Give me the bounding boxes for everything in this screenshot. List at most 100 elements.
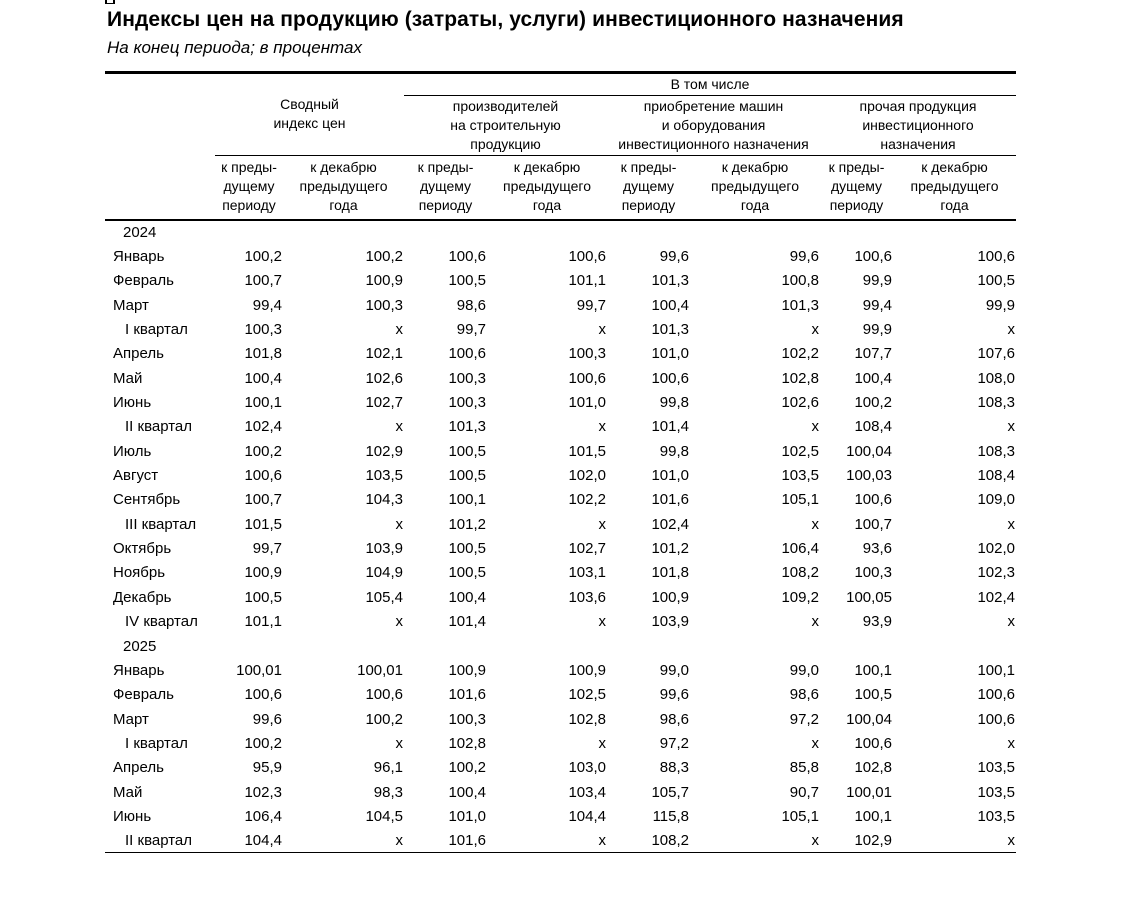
cell-value: 101,0 (651, 345, 689, 363)
cell-value: 102,6 (365, 369, 403, 387)
cell-value: 102,6 (781, 394, 819, 412)
top-rule (105, 71, 1016, 74)
cell-value: 102,0 (977, 540, 1016, 558)
month-row: Апрель 101,8 102,1 100,6 100,3 101,0 102,2 107,… (105, 342, 1016, 366)
cell-value: х (811, 418, 820, 436)
cell-value: 101,3 (651, 272, 689, 290)
cell-value (215, 220, 283, 244)
cell-value: 102,2 (781, 345, 819, 363)
quarter-row: IV квартал 101,1 х 101,4 х 103,9 х 93,9 х (105, 610, 1016, 634)
cell-value: х (811, 515, 820, 533)
cell-value: 102,0 (568, 467, 606, 485)
cell-value: 101,2 (651, 540, 689, 558)
cell-value: 100,01 (846, 783, 892, 801)
cell-value: 101,4 (651, 418, 689, 436)
cell-value: 103,5 (781, 467, 819, 485)
cell-value: 100,6 (854, 248, 892, 266)
year-row: 2024 (105, 220, 1016, 244)
quarter-row: II квартал 102,4 х 101,3 х 101,4 х 108,4 х (105, 415, 1016, 439)
row-label: Март (113, 710, 149, 728)
cell-value: 93,6 (862, 540, 892, 558)
cell-value (487, 634, 607, 658)
cell-value: 105,1 (781, 491, 819, 509)
cell-value: 101,0 (568, 394, 606, 412)
cell-value: 109,0 (977, 491, 1016, 509)
cell-value (820, 220, 893, 244)
month-row: Январь 100,01 100,01 100,9 100,9 99,0 99,0 100,… (105, 658, 1016, 682)
cell-value: 115,8 (652, 807, 689, 825)
row-label: Август (113, 467, 159, 485)
month-row: Март 99,6 100,2 100,3 102,8 98,6 97,2 100,04 100… (105, 707, 1016, 731)
cell-value: 100,3 (365, 296, 403, 314)
cell-value: 100,5 (854, 686, 892, 704)
cell-value: х (811, 613, 820, 631)
cell-value: 99,9 (862, 272, 892, 290)
quarter-row: III квартал 101,5 х 101,2 х 102,4 х 100,7 х (105, 512, 1016, 536)
cell-value: 103,1 (568, 564, 606, 582)
row-label: Январь (113, 248, 165, 266)
row-label: 2024 (123, 224, 157, 242)
cell-value: 100,8 (781, 272, 819, 290)
cell-value: 100,2 (365, 248, 403, 266)
cell-value: 100,3 (244, 321, 282, 339)
row-label: II квартал (125, 418, 193, 436)
cell-value: 102,7 (365, 394, 403, 412)
cell-value: 100,6 (365, 686, 403, 704)
cell-value: 102,1 (365, 345, 403, 363)
cell-value: х (1007, 613, 1016, 631)
cell-value: 107,7 (854, 345, 892, 363)
cell-value: 105,4 (365, 588, 403, 606)
cell-value: 102,9 (365, 442, 403, 460)
cell-value: 102,8 (568, 710, 606, 728)
cell-value: 98,3 (373, 783, 403, 801)
table-header: Сводный индекс цен В том числе производи… (105, 73, 1017, 221)
month-row: Октябрь 99,7 103,9 100,5 102,7 101,2 106,4 93,6… (105, 536, 1016, 560)
cell-value: 100,6 (244, 686, 282, 704)
cell-value: 100,4 (244, 369, 282, 387)
header-row-groups: производителей на строительную продукцию… (105, 95, 1017, 156)
cell-value: 100,1 (854, 807, 892, 825)
cropped-text-artifact (105, 0, 115, 4)
col-group-summary-index: Сводный индекс цен (215, 73, 404, 156)
cell-value: 107,6 (977, 345, 1016, 363)
col-group-other-products: прочая продукция инвестиционного назначе… (820, 95, 1017, 156)
cell-value: 102,3 (244, 783, 282, 801)
month-row: Февраль 100,6 100,6 101,6 102,5 99,6 98,6 100,5… (105, 683, 1016, 707)
cell-value: 100,1 (854, 661, 892, 679)
month-row: Август 100,6 103,5 100,5 102,0 101,0 103,5 100,… (105, 463, 1016, 487)
cell-value: 100,01 (357, 661, 403, 679)
cell-value: 100,05 (846, 588, 892, 606)
cell-value: х (598, 613, 607, 631)
cell-value: 100,6 (977, 710, 1016, 728)
page-title: Индексы цен на продукцию (затраты, услуг… (107, 8, 904, 31)
cell-value: х (598, 832, 607, 850)
cell-value: 108,0 (977, 369, 1016, 387)
cell-value: 101,6 (651, 491, 689, 509)
cell-value: 106,4 (781, 540, 819, 558)
row-label: Декабрь (113, 588, 172, 606)
cell-value: 100,5 (448, 442, 486, 460)
cell-value: 100,6 (448, 248, 486, 266)
row-label: Апрель (113, 345, 164, 363)
cell-value (215, 634, 283, 658)
cell-value: 100,6 (854, 491, 892, 509)
month-row: Май 100,4 102,6 100,3 100,6 100,6 102,8 100,4 10… (105, 366, 1016, 390)
quarter-row: I квартал 100,3 х 99,7 х 101,3 х 99,9 х (105, 317, 1016, 341)
cell-value: 100,4 (448, 588, 486, 606)
cell-value: 96,1 (373, 759, 403, 777)
price-index-table: Сводный индекс цен В том числе производи… (105, 73, 1017, 854)
cell-value: 100,2 (244, 734, 282, 752)
cell-value: 104,5 (365, 807, 403, 825)
row-label: Май (113, 369, 143, 387)
row-label: 2025 (123, 637, 157, 655)
cell-value: 102,3 (977, 564, 1016, 582)
cell-value: 100,6 (977, 248, 1016, 266)
cell-value: 100,2 (244, 248, 282, 266)
quarter-row: I квартал 100,2 х 102,8 х 97,2 х 100,6 х (105, 731, 1016, 755)
month-row: Январь 100,2 100,2 100,6 100,6 99,6 99,6 100,6 1… (105, 244, 1016, 268)
col-group-including: В том числе (404, 73, 1017, 96)
cell-value: 99,6 (659, 686, 689, 704)
cell-value: 100,1 (448, 491, 486, 509)
row-label: Май (113, 783, 143, 801)
cell-value: 102,4 (651, 515, 689, 533)
